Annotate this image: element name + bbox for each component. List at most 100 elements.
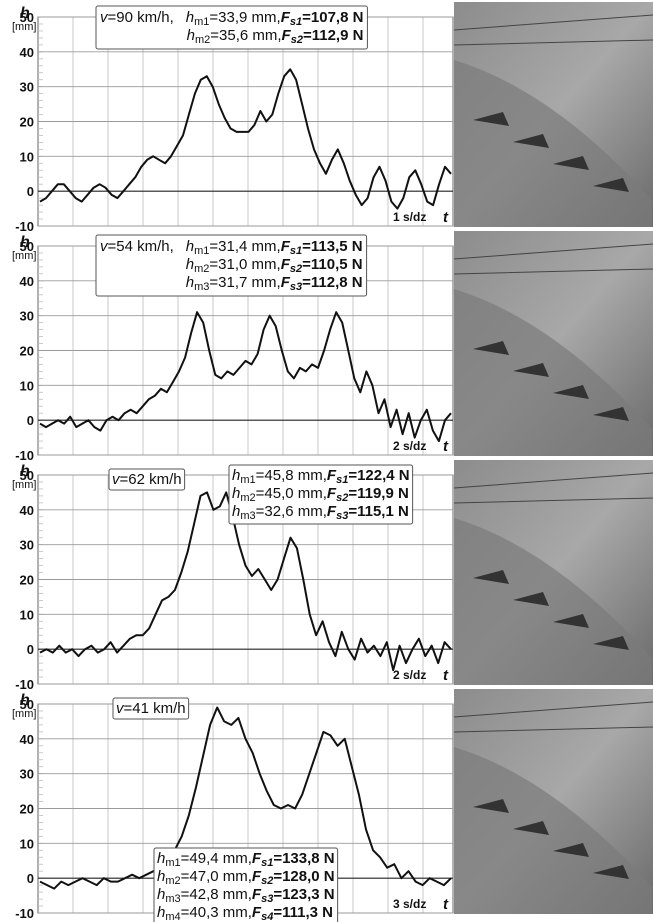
annotation: v=90 km/h, hm1=33,9 mm,Fs1=107,8 Nhm2=35,…	[100, 9, 363, 46]
f-subscript: s1	[290, 245, 302, 257]
h-subscript: m2	[165, 875, 180, 887]
y-tick-label: 30	[20, 767, 34, 782]
roof-fitting	[513, 363, 549, 377]
f-symbol: F	[327, 467, 337, 484]
y-tick-label: 40	[20, 732, 34, 747]
measurement-row: hm1=31,4 mm,Fs1=113,5 N	[186, 238, 363, 257]
speed-symbol: v	[100, 238, 109, 255]
annotation-box	[228, 464, 414, 525]
measurement-row: hm3=32,6 mm,Fs3=115,1 N	[232, 503, 409, 522]
f-subscript: s1	[336, 474, 348, 486]
f-value: =112,8 N	[302, 274, 362, 291]
f-subscript: s2	[336, 492, 348, 504]
y-axis-unit: [mm]	[12, 479, 36, 491]
y-tick-label: 10	[20, 836, 34, 851]
annotation-box	[112, 697, 190, 720]
y-tick-label: -10	[15, 448, 34, 463]
speed-symbol: v	[112, 471, 121, 488]
h-symbol: h	[157, 850, 165, 867]
y-tick-label: -10	[15, 906, 34, 921]
h-value: =49,4 mm,	[181, 850, 252, 867]
h-subscript: m2	[194, 263, 209, 275]
y-axis-label: h	[20, 463, 30, 480]
annotation-box	[95, 5, 368, 50]
catenary	[453, 14, 653, 46]
roof-fitting	[473, 112, 509, 126]
photo	[453, 231, 653, 456]
f-subscript: s1	[290, 16, 302, 28]
annotation-box	[95, 234, 368, 297]
roof-fitting	[473, 570, 509, 584]
h-symbol: h	[186, 9, 194, 26]
time-scale: 3 s/dz	[393, 897, 426, 911]
f-value: =107,8 N	[302, 9, 363, 26]
h-subscript: m1	[194, 16, 209, 28]
y-axis-unit: [mm]	[12, 708, 36, 720]
speed-annotation: v=54 km/h,	[100, 238, 174, 255]
y-tick-label: 30	[20, 80, 34, 95]
f-subscript: s2	[291, 34, 303, 46]
y-tick-label: 50	[20, 239, 34, 254]
y-tick-label: 40	[20, 503, 34, 518]
y-tick-label: 40	[20, 274, 34, 289]
y-axis-label: h	[20, 234, 30, 251]
h-symbol: h	[186, 256, 194, 273]
h-subscript: m1	[240, 474, 255, 486]
speed-symbol: v	[116, 700, 125, 717]
y-axis-unit: [mm]	[12, 21, 36, 33]
roof-fitting	[553, 614, 589, 628]
y-tick-label: 10	[20, 149, 34, 164]
f-symbol: F	[252, 850, 262, 867]
h-symbol: h	[186, 274, 194, 291]
roof-fitting	[593, 636, 629, 650]
h-subscript: m3	[165, 893, 180, 905]
f-subscript: s2	[290, 263, 302, 275]
photo	[453, 2, 653, 227]
y-tick-label: 30	[20, 538, 34, 553]
speed-symbol: v	[100, 9, 109, 26]
y-tick-label: 40	[20, 45, 34, 60]
roof-fitting	[473, 341, 509, 355]
line-series	[39, 68, 452, 210]
time-scale: 1 s/dz	[393, 210, 426, 224]
roof-fitting	[513, 821, 549, 835]
line-series	[39, 706, 452, 890]
f-symbol: F	[281, 9, 291, 26]
y-tick-label: 0	[27, 871, 34, 886]
y-tick-label: 50	[20, 10, 34, 25]
h-subscript: m2	[240, 492, 255, 504]
h-symbol: h	[186, 238, 194, 255]
roof-fitting	[513, 592, 549, 606]
f-symbol: F	[252, 886, 262, 903]
y-tick-label: 10	[20, 378, 34, 393]
h-value: =47,0 mm,	[181, 868, 252, 885]
h-symbol: h	[232, 485, 240, 502]
h-subscript: m2	[195, 34, 210, 46]
f-value: =128,0 N	[273, 868, 334, 885]
h-value: =45,8 mm,	[256, 467, 327, 484]
f-symbol: F	[281, 274, 291, 291]
f-value: =112,9 N	[303, 27, 363, 44]
catenary	[453, 472, 653, 504]
h-subscript: m3	[194, 281, 209, 293]
h-value: =45,0 mm,	[256, 485, 327, 502]
h-value: =31,0 mm,	[209, 256, 280, 273]
x-axis-label: t	[443, 667, 449, 684]
f-value: =122,4 N	[348, 467, 409, 484]
speed-value: =62 km/h	[120, 471, 182, 488]
h-subscript: m3	[240, 510, 255, 522]
line-series	[39, 311, 452, 443]
y-tick-label: 0	[27, 184, 34, 199]
measurement-row: hm4=40,3 mm,Fs4=111,3 N	[157, 904, 333, 922]
f-value: =123,3 N	[273, 886, 334, 903]
y-tick-label: 50	[20, 697, 34, 712]
h-symbol: h	[232, 467, 240, 484]
h-subscript: m4	[165, 911, 180, 922]
roof-fitting	[553, 156, 589, 170]
measurement-row: hm2=45,0 mm,Fs2=119,9 N	[232, 485, 409, 504]
f-symbol: F	[327, 503, 337, 520]
